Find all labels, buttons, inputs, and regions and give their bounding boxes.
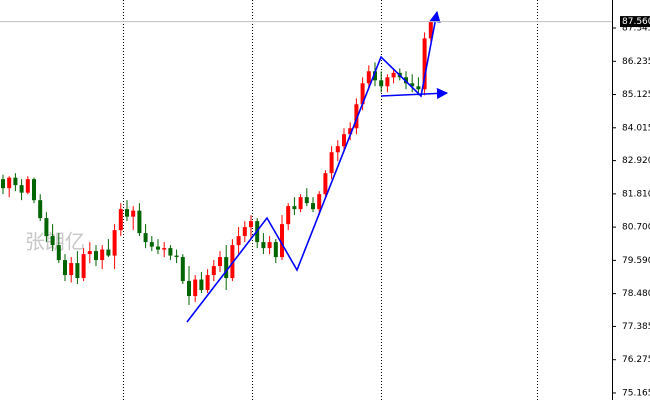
candle-body	[69, 263, 74, 276]
candle-body	[236, 236, 241, 246]
y-tick-label: 76.275	[622, 355, 650, 365]
candle-body	[75, 263, 80, 279]
candle-body	[273, 242, 278, 258]
candle-body	[25, 179, 30, 193]
candle-body	[112, 230, 117, 256]
candle-body	[391, 72, 396, 78]
candle-body	[379, 80, 384, 87]
last-price-label: 87.560	[622, 17, 650, 27]
candle-body	[63, 260, 67, 276]
trend-arrow	[380, 87, 449, 100]
y-tick-label: 80.700	[622, 223, 650, 233]
candle-body	[348, 128, 353, 135]
candle-body	[162, 248, 167, 250]
candle-body	[373, 71, 377, 81]
candle-body	[428, 21, 433, 39]
candle-body	[205, 275, 210, 291]
candle-body	[329, 152, 334, 174]
candle-body	[249, 221, 253, 228]
candle-body	[224, 257, 229, 279]
candle-body	[118, 209, 123, 231]
candle-body	[323, 173, 328, 195]
candle-body	[1, 179, 5, 189]
y-tick-label: 82.920	[622, 156, 650, 166]
candle-body	[366, 71, 371, 84]
candle-body	[137, 210, 142, 234]
candle-body	[56, 245, 61, 261]
candle-body	[267, 242, 272, 249]
y-tick-label: 77.385	[622, 322, 650, 332]
candle-body	[94, 251, 98, 261]
candle-body	[242, 227, 247, 237]
candle-body	[193, 279, 198, 297]
candle-body	[422, 38, 427, 90]
candle-body	[286, 206, 291, 225]
candle-body	[199, 279, 204, 291]
y-tick-label: 75.165	[622, 388, 650, 398]
candle-body	[298, 197, 303, 210]
candle-body	[149, 242, 154, 247]
candles	[1, 20, 433, 306]
candle-body	[106, 249, 111, 256]
candle-body	[100, 249, 105, 261]
candle-body	[38, 200, 43, 219]
y-tick-label: 81.810	[622, 189, 650, 199]
candle-body	[261, 242, 266, 249]
candle-body	[335, 146, 340, 153]
candle-body	[174, 255, 179, 258]
candle-body	[304, 197, 309, 204]
candle-body	[410, 83, 415, 87]
candle-body	[87, 251, 92, 255]
candle-body	[180, 257, 185, 282]
candle-body	[131, 210, 136, 217]
candle-body	[44, 218, 49, 237]
candle-body	[19, 185, 24, 193]
candle-body	[280, 224, 284, 258]
y-tick-label: 84.015	[622, 123, 650, 133]
candle-body	[317, 194, 322, 210]
candle-body	[416, 86, 421, 90]
candle-body	[32, 179, 36, 201]
candle-body	[7, 177, 12, 189]
candle-body	[354, 104, 359, 129]
candle-body	[211, 266, 216, 276]
candle-body	[81, 254, 86, 279]
trend-zigzag	[186, 10, 441, 323]
y-tick-label: 85.125	[622, 90, 650, 100]
y-tick-label: 78.480	[622, 289, 650, 299]
candle-body	[342, 134, 346, 147]
candle-body	[13, 177, 18, 186]
candle-body	[187, 281, 191, 297]
candle-body	[143, 233, 148, 243]
candle-body	[360, 83, 365, 105]
last-price-box	[620, 16, 650, 28]
candle-body	[156, 246, 160, 250]
candle-body	[292, 206, 297, 210]
candle-body	[168, 248, 173, 256]
candle-body	[311, 203, 315, 210]
candle-body	[230, 245, 235, 279]
y-tick-label: 79.590	[622, 256, 650, 266]
candle-body	[125, 209, 129, 217]
y-tick-label: 87.345	[622, 24, 650, 34]
candle-body	[50, 236, 55, 246]
y-tick-label: 86.235	[622, 57, 650, 67]
candle-body	[218, 257, 222, 267]
candle-body	[385, 77, 390, 87]
watermark: 张朗亿	[25, 230, 85, 254]
